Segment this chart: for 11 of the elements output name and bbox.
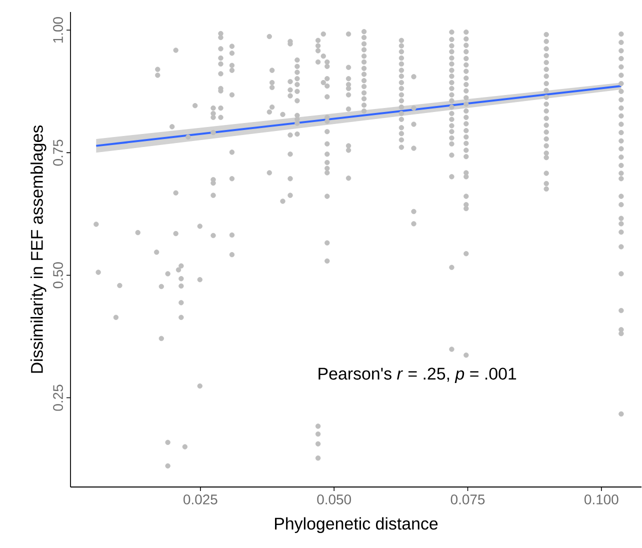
x-tick-label: 0.100 xyxy=(584,494,618,504)
x-tick-label: 0.025 xyxy=(184,494,218,504)
y-tick-label: 0.50 xyxy=(53,262,63,288)
x-tick-label: 0.050 xyxy=(317,494,351,504)
x-tick-label: 0.075 xyxy=(450,494,485,504)
annotation: Pearson's r = .25, p = .001 xyxy=(318,368,516,384)
y-tick-label: 0.25 xyxy=(53,384,63,411)
y-tick-label: 1.00 xyxy=(53,17,63,43)
x-axis-title: Phylogenetic distance xyxy=(275,517,438,534)
y-axis-title: Dissimilarity in FEF assemblages xyxy=(30,125,46,373)
y-tick-label: 0.75 xyxy=(53,140,63,166)
